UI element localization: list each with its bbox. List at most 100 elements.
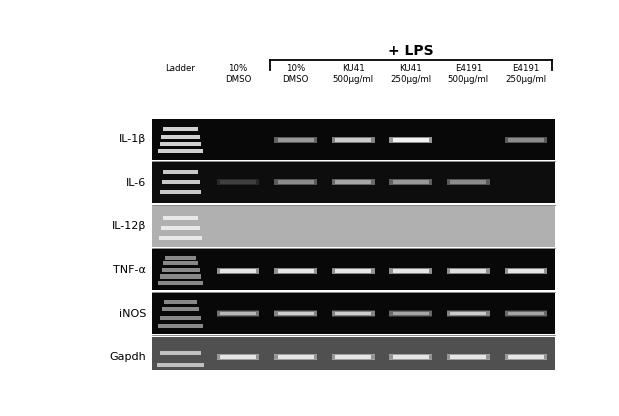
Bar: [508, 355, 544, 359]
Text: Ladder: Ladder: [165, 64, 196, 73]
Bar: [278, 269, 314, 272]
Bar: [162, 307, 199, 312]
Bar: [332, 267, 374, 274]
Bar: [451, 312, 487, 315]
Bar: [447, 310, 490, 317]
Bar: [504, 312, 547, 316]
Bar: [389, 179, 432, 185]
Bar: [217, 179, 259, 185]
Bar: [335, 355, 371, 359]
Bar: [332, 179, 374, 185]
Text: + LPS: + LPS: [388, 44, 433, 58]
Bar: [152, 337, 555, 378]
Bar: [217, 268, 259, 274]
Bar: [163, 170, 198, 174]
Bar: [332, 354, 374, 360]
Text: IL-1β: IL-1β: [119, 134, 146, 144]
Bar: [160, 190, 201, 194]
Bar: [160, 351, 201, 355]
Bar: [274, 354, 317, 360]
Bar: [332, 268, 374, 274]
Bar: [217, 179, 259, 185]
Bar: [504, 269, 547, 273]
Bar: [389, 312, 432, 316]
Bar: [217, 311, 259, 316]
Bar: [389, 179, 432, 185]
Bar: [389, 311, 432, 316]
Bar: [389, 269, 432, 273]
Bar: [447, 180, 490, 184]
Bar: [160, 142, 201, 146]
Bar: [332, 137, 374, 144]
Bar: [220, 269, 256, 272]
Bar: [335, 180, 371, 184]
Bar: [393, 355, 429, 359]
Bar: [447, 267, 490, 274]
Bar: [504, 354, 547, 360]
Bar: [217, 354, 259, 360]
Bar: [152, 119, 555, 160]
Bar: [504, 354, 547, 360]
Bar: [158, 324, 203, 328]
Bar: [274, 180, 317, 184]
Bar: [274, 355, 317, 359]
Bar: [332, 354, 374, 360]
Bar: [160, 275, 201, 279]
Bar: [389, 310, 432, 317]
Bar: [332, 311, 374, 316]
Bar: [274, 311, 317, 316]
Bar: [274, 269, 317, 273]
Bar: [164, 300, 197, 304]
Bar: [504, 355, 547, 359]
Bar: [217, 312, 259, 316]
Bar: [389, 354, 432, 360]
Bar: [447, 354, 490, 360]
Bar: [389, 268, 432, 274]
Bar: [332, 310, 374, 317]
Bar: [504, 267, 547, 274]
Bar: [274, 138, 317, 142]
Bar: [389, 137, 432, 143]
Text: IL-12β: IL-12β: [111, 221, 146, 231]
Bar: [274, 354, 317, 360]
Bar: [158, 281, 203, 285]
Bar: [504, 311, 547, 316]
Bar: [447, 312, 490, 316]
Bar: [389, 138, 432, 142]
Text: Gapdh: Gapdh: [109, 352, 146, 362]
Bar: [274, 179, 317, 185]
Bar: [217, 310, 259, 317]
Bar: [393, 180, 429, 184]
Bar: [161, 226, 200, 230]
Bar: [504, 137, 547, 144]
Bar: [447, 269, 490, 273]
Bar: [508, 138, 544, 142]
Bar: [217, 355, 259, 359]
Bar: [163, 261, 198, 265]
Bar: [159, 236, 202, 240]
Bar: [332, 138, 374, 142]
Bar: [162, 268, 199, 272]
Bar: [274, 310, 317, 317]
Bar: [274, 137, 317, 143]
Bar: [217, 269, 259, 273]
Bar: [393, 312, 429, 315]
Text: 10%
DMSO: 10% DMSO: [282, 64, 309, 84]
Bar: [335, 138, 371, 142]
Bar: [152, 206, 555, 247]
Bar: [335, 269, 371, 272]
Bar: [160, 316, 201, 319]
Bar: [278, 312, 314, 315]
Bar: [165, 255, 196, 260]
Bar: [508, 269, 544, 272]
Bar: [332, 180, 374, 184]
Bar: [163, 127, 198, 131]
Bar: [278, 138, 314, 142]
Text: iNOS: iNOS: [119, 309, 146, 319]
Bar: [451, 269, 487, 272]
Bar: [508, 312, 544, 315]
Bar: [332, 312, 374, 316]
Bar: [217, 267, 259, 274]
Bar: [163, 216, 198, 220]
Bar: [393, 269, 429, 272]
